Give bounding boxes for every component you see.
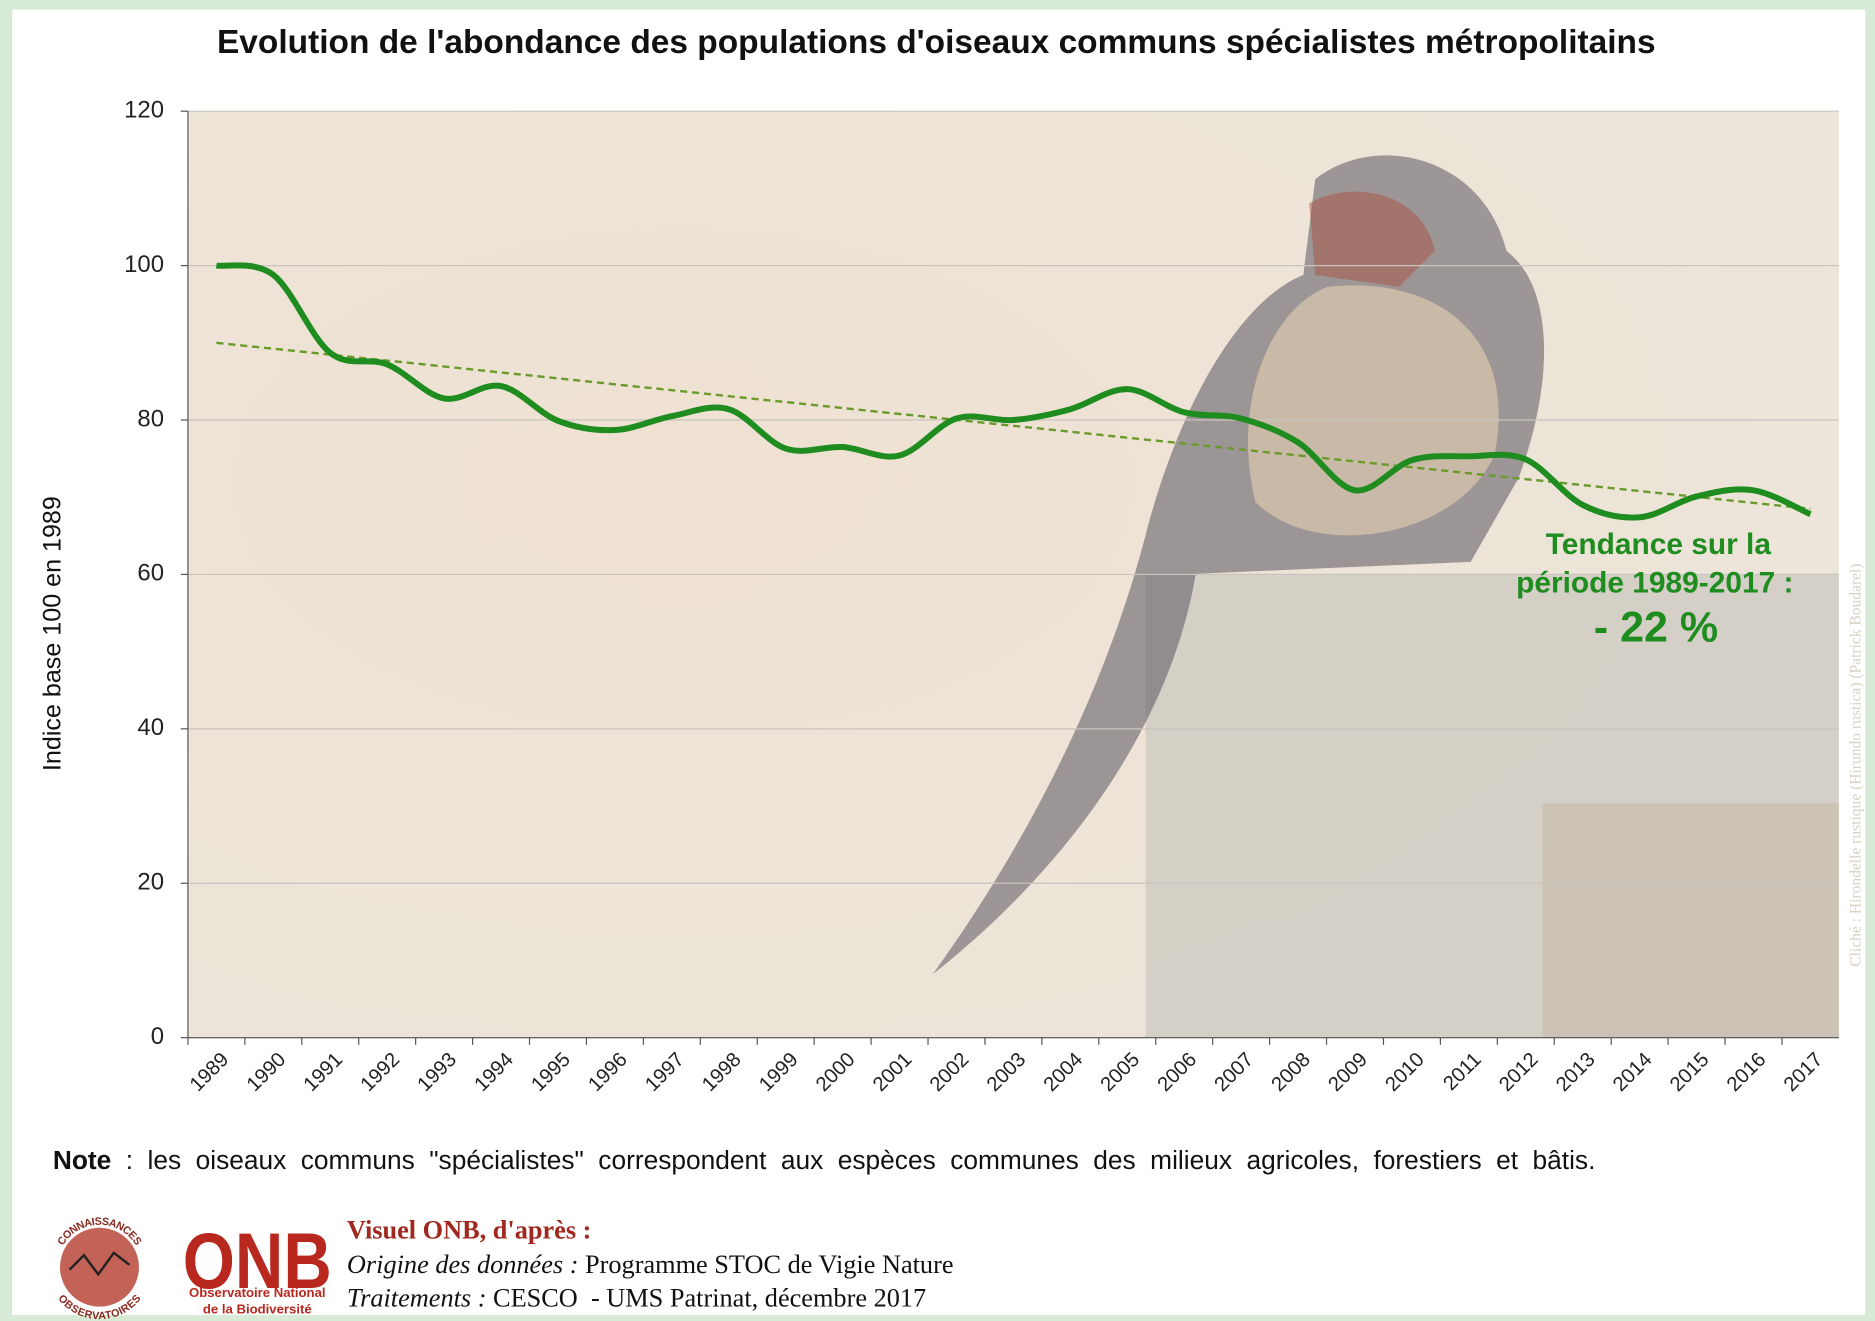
logo-sub: Observatoire National xyxy=(189,1285,326,1300)
annotation: période 1989-2017 : xyxy=(1516,566,1793,599)
logo-sub: de la Biodiversité xyxy=(203,1302,312,1317)
footer-heading: Visuel ONB, d'après : xyxy=(347,1216,591,1245)
y-tick-label: 60 xyxy=(137,560,164,587)
footer-origin: Origine des données : Programme STOC de … xyxy=(347,1250,954,1279)
chart-title: Evolution de l'abondance des populations… xyxy=(217,24,1656,61)
note: Note : les oiseaux communs "spécialistes… xyxy=(53,1145,1596,1175)
y-tick-label: 40 xyxy=(137,714,164,741)
y-tick-label: 80 xyxy=(137,405,164,432)
note-text: : les oiseaux communs "spécialistes" cor… xyxy=(111,1145,1595,1175)
photo-wood xyxy=(1542,803,1838,1037)
chart: Evolution de l'abondance des populations… xyxy=(0,0,1875,1321)
y-tick-label: 100 xyxy=(124,251,164,278)
y-axis-label: Indice base 100 en 1989 xyxy=(39,496,67,771)
footer-processing: Traitements : CESCO - UMS Patrinat, déce… xyxy=(347,1284,926,1313)
y-tick-label: 0 xyxy=(151,1023,164,1050)
annotation: - 22 % xyxy=(1594,603,1718,651)
page: {"chart_data": {"type": "line", "title":… xyxy=(0,0,1875,1321)
photo-credit: Cliché : Hirondelle rustique (Hirundo ru… xyxy=(1847,563,1864,966)
y-tick-label: 20 xyxy=(137,869,164,896)
note-label: Note xyxy=(53,1145,111,1175)
annotation: Tendance sur la xyxy=(1546,528,1772,561)
y-tick-label: 120 xyxy=(124,96,164,123)
